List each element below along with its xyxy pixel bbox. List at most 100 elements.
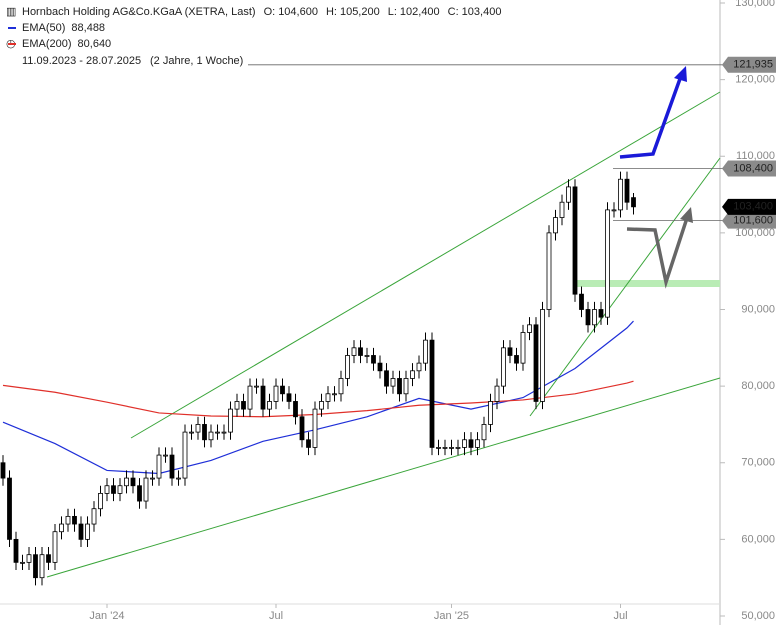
candle-body [189,431,194,434]
candle-body [319,401,324,410]
candle-body [98,492,103,510]
trend-line-steep [529,157,721,417]
candle-body [507,347,513,356]
chart-icon: ▥ [6,6,16,18]
candle-body [104,485,110,494]
arrow-gray [626,217,689,289]
candle-body [605,209,610,318]
candle-body [553,217,558,234]
header: ▥ Hornbach Holding AG&Co.KGaA (XETRA, La… [6,6,256,67]
candle-body [52,531,58,563]
candle-body [390,378,396,387]
candle-body [0,462,6,479]
candle-body [514,355,519,364]
candle-body [520,332,526,364]
candle-body [494,385,500,402]
y-tick-label: 70,000 [741,457,775,469]
candle-body [59,523,64,533]
y-tick-label: 110,000 [736,150,775,162]
candle-body [299,416,305,441]
candle-body [618,178,623,211]
price-tag [722,198,776,215]
duration: (2 Jahre, 1 Woche) [150,55,243,67]
candle-body [358,347,363,356]
candle-body [78,523,84,540]
ohlc-name: O: [264,6,276,18]
candle-body [39,554,45,579]
price-tag [722,160,776,177]
candle-body [7,477,12,540]
price-tag-label: 108,400 [733,162,773,174]
candle-body [254,385,259,388]
candle-body [150,477,155,480]
candle-body [364,355,370,357]
price-tag-label: 101,600 [733,215,773,227]
candle-body [306,439,311,448]
candle-body [72,515,77,525]
candle-body [533,324,539,402]
ohlc-value: 103,400 [462,6,502,18]
date-range: 11.09.2023 - 28.07.2025 [22,55,141,67]
ema-line [2,320,634,475]
candle-body [260,385,266,410]
support-zone [575,280,720,287]
plot [0,171,636,586]
candle-body [384,370,389,387]
candle-body [13,538,19,563]
arrow-blue [619,75,683,159]
legend-value: 80,640 [78,38,112,50]
ema-line [2,380,634,418]
candle-body [585,309,591,326]
candle-body [46,554,51,563]
chart-title: Hornbach Holding AG&Co.KGaA (XETRA, Last… [22,6,256,18]
candle-body [137,485,142,502]
candle-body [371,355,376,364]
candle-body [436,447,441,449]
candle-body [176,477,181,480]
candle-body [468,439,474,448]
candle-body [124,477,129,487]
candle-body [325,393,331,402]
candle-body [267,401,272,410]
candle-body [312,408,318,448]
candle-body [351,347,357,356]
x-tick-label: Jul [613,610,627,622]
candle-body [416,362,422,372]
y-tick-label: 80,000 [741,380,775,392]
candle-body [429,339,435,448]
x-tick-label: Jan '24 [89,610,124,622]
candle-body [215,431,220,434]
trend-line-lower [46,377,721,578]
candle-body [501,347,506,387]
candle-body [611,209,617,212]
candle-body [598,309,604,318]
price-tag [722,56,776,73]
legend-name: EMA(200) [22,38,72,50]
x-tick-label: Jan '25 [434,610,469,622]
candle-body [345,355,350,379]
candle-body [631,197,636,208]
legend-name: EMA(50) [22,22,65,34]
candle-body [228,408,233,433]
ohlc-value: 102,400 [400,6,440,18]
y-tick-label: 100,000 [735,227,775,239]
candle-body [221,431,227,434]
candle-body [566,186,571,203]
candle-body [293,401,298,418]
candle-body [442,447,448,449]
candle-body [423,339,428,364]
price-tag-label: 121,935 [733,59,773,71]
ohlc-value: 105,200 [340,6,380,18]
candle-body [286,393,292,402]
candle-body [377,362,383,372]
candle-body [403,378,409,395]
candle-body [546,232,552,310]
arrow-gray-head [680,207,693,223]
candle-body [527,324,532,333]
candle-body [559,201,565,218]
candle-body [449,447,454,449]
candle-body [143,477,149,502]
ohlc-value: 104,600 [278,6,318,18]
